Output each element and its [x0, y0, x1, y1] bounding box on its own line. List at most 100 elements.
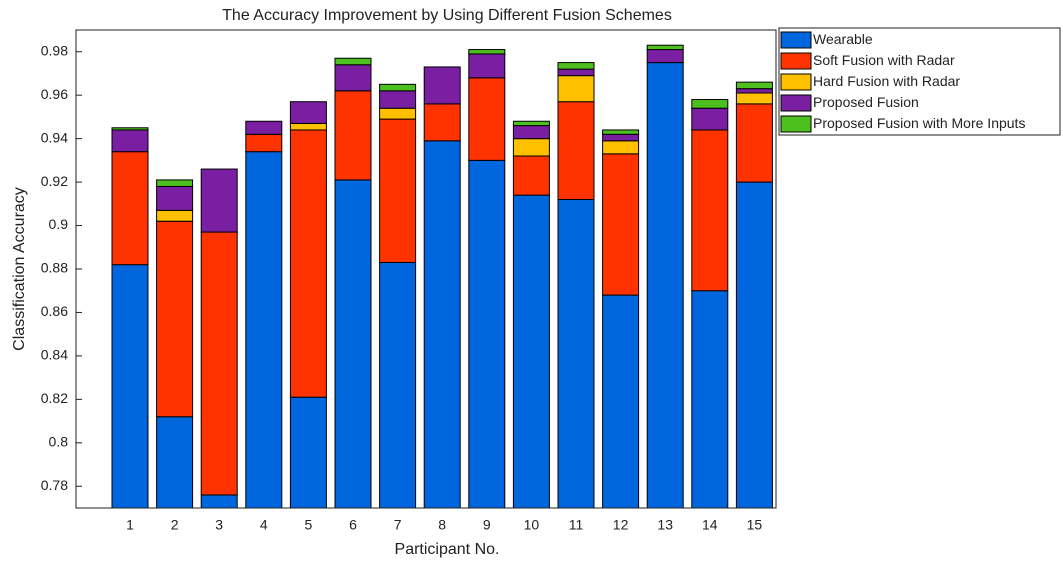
legend-swatch [780, 52, 812, 70]
bar-segment [468, 49, 506, 55]
bar-segment [156, 220, 194, 418]
bar-segment [423, 66, 461, 105]
bar-segment [691, 129, 729, 292]
y-axis-label: Classification Accuracy [11, 187, 28, 351]
bar-segment [245, 120, 283, 135]
x-tick-label: 6 [349, 517, 357, 533]
bar-segment [691, 290, 729, 509]
legend-swatch [780, 94, 812, 112]
bar-segment [289, 101, 327, 124]
bar-segment [468, 77, 506, 161]
bar-segment [735, 88, 773, 94]
bar-segment [468, 53, 506, 79]
bar-segment [156, 416, 194, 509]
bar-segment [200, 168, 238, 233]
bar-segment [334, 57, 372, 66]
bar-segment [111, 151, 149, 266]
y-tick-label: 0.82 [41, 390, 68, 406]
chart-title: The Accuracy Improvement by Using Differ… [222, 7, 672, 24]
bar-segment [735, 81, 773, 90]
legend-label: Soft Fusion with Radar [813, 52, 955, 68]
bar-segment [200, 494, 238, 509]
bar-segment [557, 101, 595, 200]
bar-segment [735, 92, 773, 105]
legend-label: Hard Fusion with Radar [813, 73, 960, 89]
bar-segment [111, 264, 149, 509]
bar-segment [334, 179, 372, 509]
x-tick-label: 1 [126, 517, 134, 533]
bar-segment [512, 138, 550, 157]
bar-segment [512, 120, 550, 127]
bar-segment [512, 125, 550, 140]
bar-segment [423, 140, 461, 509]
bar-segment [602, 140, 640, 155]
y-tick-label: 0.96 [41, 86, 68, 102]
bar-segment [602, 153, 640, 296]
x-tick-label: 4 [260, 517, 268, 533]
bar-segment [423, 103, 461, 142]
bar-segment [468, 159, 506, 509]
bar-segment [379, 118, 417, 263]
bar-segment [646, 49, 684, 64]
y-tick-label: 0.78 [41, 477, 68, 493]
bar-segment [602, 129, 640, 135]
y-tick-label: 0.94 [41, 129, 68, 145]
legend-swatch [780, 115, 812, 133]
legend-label: Proposed Fusion with More Inputs [813, 115, 1025, 131]
legend-label: Proposed Fusion [813, 94, 919, 110]
bar-segment [156, 179, 194, 187]
x-tick-label: 15 [747, 517, 763, 533]
bar-segment [379, 83, 417, 92]
y-tick-label: 0.98 [41, 42, 68, 58]
x-tick-label: 12 [613, 517, 629, 533]
bar-segment [646, 62, 684, 509]
legend-label: Wearable [813, 31, 873, 47]
bar-segment [289, 129, 327, 398]
y-tick-label: 0.9 [49, 216, 69, 232]
bar-segment [557, 68, 595, 77]
bar-segment [691, 107, 729, 131]
bar-segment [334, 64, 372, 92]
bar-segment [111, 129, 149, 153]
x-tick-label: 11 [569, 517, 584, 533]
bar-segment [379, 90, 417, 109]
plot-frame [75, 29, 777, 509]
bar-segment [334, 90, 372, 181]
x-tick-label: 5 [305, 517, 313, 533]
y-tick-label: 0.8 [49, 434, 69, 450]
y-tick-label: 0.92 [41, 173, 68, 189]
bar-segment [245, 151, 283, 509]
bar-segment [379, 107, 417, 120]
bar-segment [289, 396, 327, 509]
bar-segment [735, 103, 773, 183]
x-axis-label: Participant No. [395, 541, 500, 558]
legend-box [778, 27, 1061, 136]
bar-segment [557, 62, 595, 70]
bar-segment [512, 194, 550, 509]
legend-swatch [780, 73, 812, 91]
y-tick-label: 0.86 [41, 303, 68, 319]
legend-swatch [780, 31, 812, 49]
x-tick-label: 8 [438, 517, 446, 533]
bar-segment [200, 231, 238, 496]
y-tick-label: 0.84 [41, 347, 68, 363]
bar-segment [557, 198, 595, 509]
x-tick-label: 9 [483, 517, 491, 533]
x-tick-label: 3 [215, 517, 223, 533]
x-tick-label: 14 [702, 517, 718, 533]
x-tick-label: 2 [171, 517, 179, 533]
bar-segment [289, 122, 327, 131]
bar-segment [111, 127, 149, 131]
bar-segment [245, 133, 283, 153]
bar-segment [557, 75, 595, 103]
bar-segment [602, 133, 640, 142]
bar-segment [735, 181, 773, 509]
y-tick-label: 0.88 [41, 260, 68, 276]
bar-segment [602, 294, 640, 509]
bar-segment [691, 99, 729, 109]
x-tick-label: 10 [524, 517, 540, 533]
x-tick-label: 7 [394, 517, 402, 533]
bar-segment [646, 44, 684, 51]
bar-segment [512, 155, 550, 196]
